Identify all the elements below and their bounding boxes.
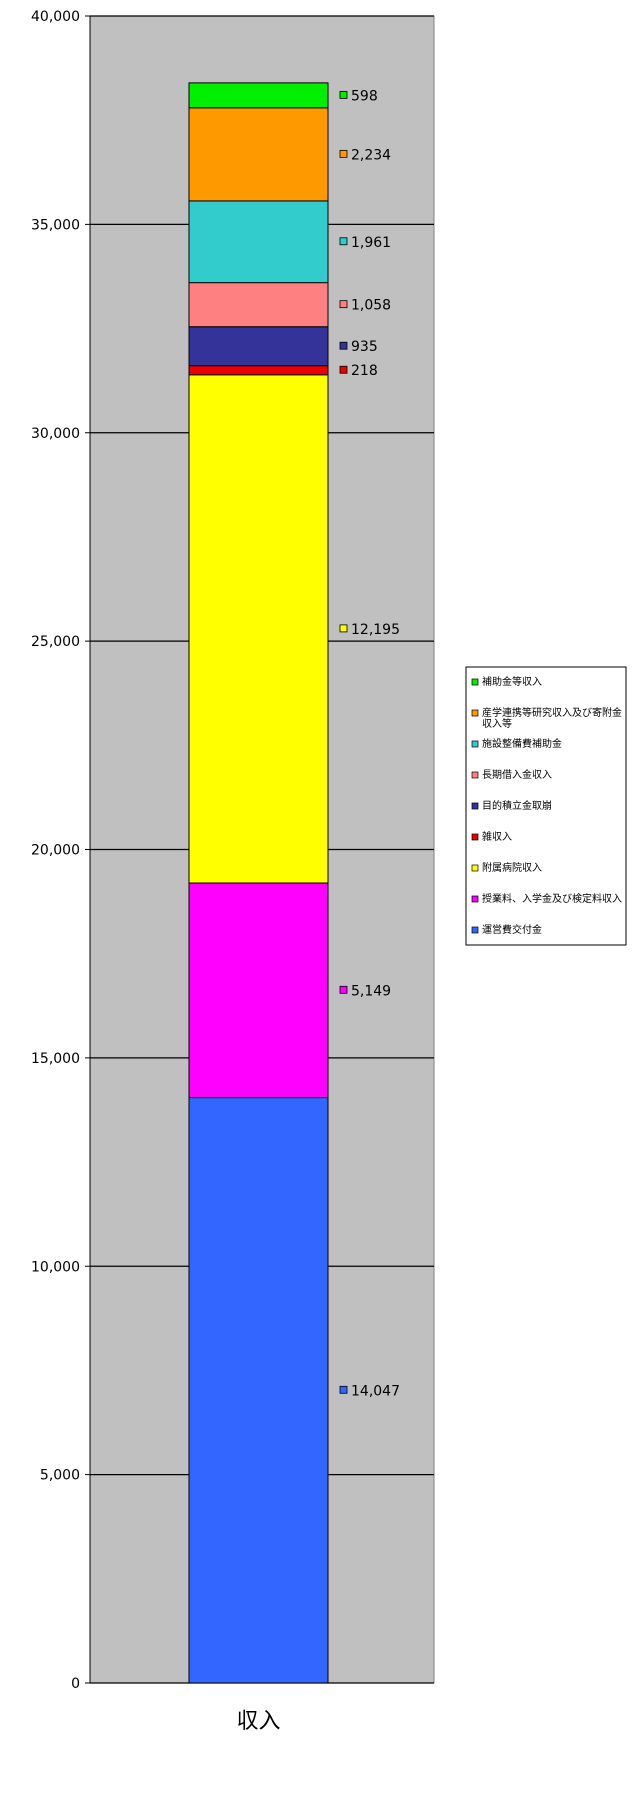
data-label-marker — [339, 237, 348, 246]
bar-segment — [188, 882, 329, 1099]
data-label-marker — [339, 300, 348, 309]
data-label: 598 — [351, 88, 378, 104]
y-tick-label: 15,000 — [31, 1051, 80, 1067]
legend-box — [465, 666, 627, 946]
bar-segment — [188, 107, 329, 202]
legend-entry: 長期借入金収入 — [482, 768, 552, 781]
y-tick-label: 10,000 — [31, 1259, 80, 1275]
data-label-marker — [339, 985, 348, 994]
legend-swatch — [471, 864, 479, 872]
legend-entry: 目的積立金取崩 — [482, 799, 552, 812]
bar-segment — [188, 326, 329, 367]
legend-swatch — [471, 771, 479, 779]
bar-segments — [188, 82, 329, 1684]
y-tick-label: 25,000 — [31, 634, 80, 650]
data-label-marker — [339, 624, 348, 633]
data-label-marker — [339, 341, 348, 350]
legend-swatch — [471, 926, 479, 934]
data-label: 935 — [351, 339, 378, 355]
legend: 補助金等収入産学連携等研究収入及び寄附金収入等施設整備費補助金長期借入金収入目的… — [465, 666, 627, 946]
bar-segment — [188, 282, 329, 328]
legend-swatch — [471, 740, 479, 748]
y-tick-label: 40,000 — [31, 9, 80, 25]
legend-swatch — [471, 895, 479, 903]
data-label: 14,047 — [351, 1383, 400, 1399]
y-tick-label: 30,000 — [31, 426, 80, 442]
data-label: 218 — [351, 363, 378, 379]
data-label: 1,058 — [351, 298, 391, 314]
data-label-marker — [339, 365, 348, 374]
y-axis-ticks: 0 5,000 10,000 15,000 20,000 25,000 30,000 35,0… — [31, 9, 434, 1692]
legend-entry: 附属病院収入 — [482, 861, 542, 874]
legend-entry: 補助金等収入 — [482, 675, 542, 688]
legend-entry: 施設整備費補助金 — [482, 737, 562, 750]
bar-segment — [188, 200, 329, 284]
legend-entry: 運営費交付金 — [482, 923, 542, 936]
data-label: 12,195 — [351, 622, 400, 638]
data-labels: 14,047 5,149 12,195 218 935 1,058 1,961 2,234 59… — [339, 88, 400, 1399]
legend-swatch — [471, 678, 479, 686]
legend-entry: 産学連携等研究収入及び寄附金収入等 — [482, 706, 622, 730]
data-label-marker — [339, 90, 348, 99]
legend-swatch — [471, 833, 479, 841]
data-label: 2,234 — [351, 147, 391, 163]
y-tick-label: 35,000 — [31, 217, 80, 233]
legend-entry: 雑収入 — [482, 830, 512, 843]
y-tick-label: 20,000 — [31, 843, 80, 859]
y-tick-label: 5,000 — [40, 1468, 80, 1484]
bar-segment — [188, 82, 329, 109]
data-label: 1,961 — [351, 235, 391, 251]
category-label: 収入 — [236, 1709, 280, 1734]
data-label-marker — [339, 149, 348, 158]
legend-swatch — [471, 709, 479, 717]
data-label: 5,149 — [351, 983, 391, 999]
legend-entry: 授業料、入学金及び検定料収入 — [482, 892, 622, 905]
legend-swatch — [471, 802, 479, 810]
bar-segment — [188, 1097, 329, 1684]
data-label-marker — [339, 1385, 348, 1394]
bar-segment — [188, 374, 329, 884]
bar-segment — [188, 365, 329, 376]
y-tick-label: 0 — [71, 1676, 80, 1692]
